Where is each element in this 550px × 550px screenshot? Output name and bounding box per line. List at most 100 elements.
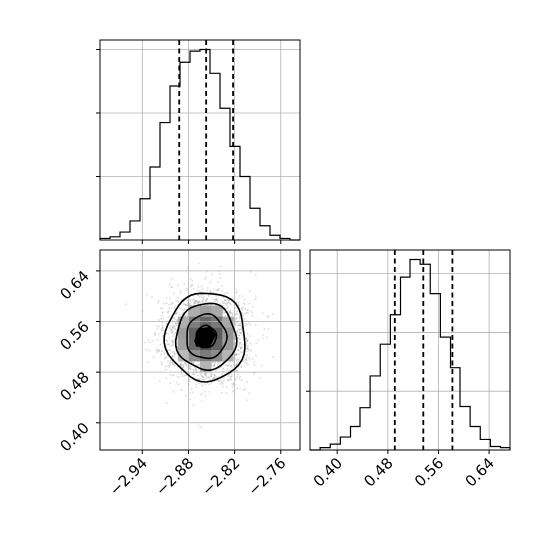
scatter-point xyxy=(189,365,191,367)
scatter-point xyxy=(197,424,200,427)
scatter-point xyxy=(222,296,225,299)
scatter-point xyxy=(193,302,196,304)
scatter-point xyxy=(173,317,175,319)
scatter-point xyxy=(238,345,241,348)
scatter-point xyxy=(238,342,241,345)
density-cell xyxy=(222,350,234,362)
scatter-point xyxy=(181,363,184,366)
scatter-point xyxy=(174,331,177,334)
scatter-point xyxy=(165,339,167,342)
scatter-point xyxy=(210,304,213,306)
scatter-point xyxy=(255,354,257,357)
scatter-point xyxy=(226,307,228,310)
scatter-point xyxy=(194,299,197,302)
scatter-point xyxy=(243,313,246,315)
scatter-point xyxy=(194,299,197,302)
scatter-point xyxy=(159,343,162,346)
scatter-point xyxy=(214,361,217,364)
scatter-point xyxy=(226,380,229,382)
scatter-point xyxy=(156,348,158,351)
scatter-point xyxy=(236,290,239,293)
scatter-point xyxy=(247,309,249,311)
scatter-point xyxy=(182,366,185,369)
scatter-point xyxy=(237,337,239,340)
scatter-point xyxy=(231,312,233,314)
scatter-point xyxy=(216,361,219,363)
scatter-point xyxy=(192,368,195,371)
scatter-point xyxy=(169,349,172,351)
scatter-point xyxy=(226,291,229,294)
scatter-point xyxy=(227,365,230,367)
scatter-point xyxy=(235,358,237,361)
density-core xyxy=(194,326,217,347)
scatter-point xyxy=(244,388,246,390)
scatter-point xyxy=(189,398,192,401)
scatter-point xyxy=(213,288,215,290)
scatter-point xyxy=(223,377,225,379)
scatter-point xyxy=(165,302,168,305)
scatter-point xyxy=(244,324,247,327)
scatter-point xyxy=(263,328,266,330)
scatter-point xyxy=(173,357,176,360)
scatter-point xyxy=(235,353,238,356)
scatter-point xyxy=(192,361,195,364)
scatter-point xyxy=(239,350,242,353)
scatter-point xyxy=(245,362,248,365)
scatter-point xyxy=(211,361,213,364)
scatter-point xyxy=(218,287,220,290)
scatter-point xyxy=(242,314,244,317)
scatter-point xyxy=(196,301,199,304)
scatter-point xyxy=(240,332,242,335)
scatter-point xyxy=(237,324,239,327)
scatter-point xyxy=(224,299,226,302)
scatter-point xyxy=(160,350,163,352)
scatter-point xyxy=(185,304,188,306)
scatter-point xyxy=(166,339,169,342)
scatter-point xyxy=(180,389,183,392)
scatter-point xyxy=(245,337,248,340)
scatter-point xyxy=(240,307,243,310)
scatter-point xyxy=(171,340,174,342)
scatter-point xyxy=(158,348,161,351)
scatter-point xyxy=(239,348,242,350)
scatter-point xyxy=(235,313,238,316)
contour-level-2 xyxy=(174,302,238,371)
scatter-point xyxy=(210,291,213,294)
scatter-point xyxy=(235,364,237,367)
scatter-point xyxy=(213,298,216,301)
scatter-point xyxy=(182,309,185,312)
scatter-point xyxy=(248,392,251,395)
scatter-point xyxy=(230,364,233,367)
scatter-point xyxy=(229,375,232,378)
scatter-point xyxy=(261,337,264,340)
scatter-point xyxy=(171,328,174,330)
scatter-point xyxy=(230,375,233,378)
scatter-point xyxy=(210,372,213,375)
scatter-point xyxy=(186,312,188,315)
scatter-point xyxy=(184,361,187,364)
scatter-point xyxy=(204,300,206,303)
scatter-point xyxy=(207,295,210,297)
scatter-point xyxy=(160,315,163,317)
scatter-point xyxy=(239,342,242,344)
scatter-point xyxy=(229,378,232,380)
scatter-point xyxy=(170,303,172,306)
scatter-point xyxy=(217,289,220,291)
scatter-point xyxy=(235,317,238,319)
scatter-point xyxy=(171,355,174,357)
scatter-point xyxy=(177,300,180,303)
scatter-point xyxy=(183,283,186,286)
scatter-point xyxy=(203,296,206,299)
scatter-point xyxy=(171,356,174,358)
scatter-point xyxy=(235,354,238,356)
scatter-point xyxy=(237,359,240,362)
scatter-point xyxy=(201,299,203,302)
scatter-point xyxy=(245,359,248,362)
scatter-point xyxy=(196,374,199,377)
scatter-point xyxy=(198,300,201,303)
scatter-point xyxy=(175,312,178,315)
scatter-point xyxy=(167,303,170,306)
scatter-point xyxy=(216,363,219,366)
x-tick-label-param1-2: −2.82 xyxy=(198,454,243,499)
scatter-point xyxy=(197,301,200,304)
